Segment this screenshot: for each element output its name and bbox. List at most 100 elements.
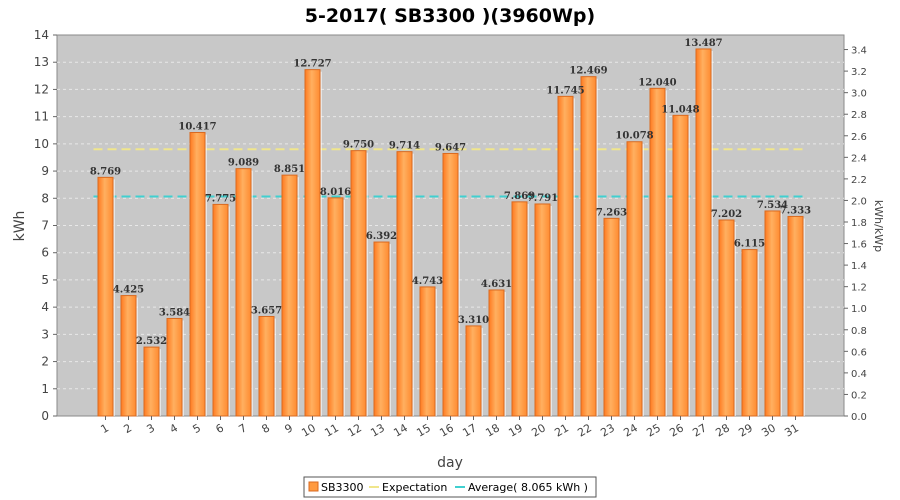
bar-value-label: 7.791 [527,193,558,204]
x-axis: 1 2 3 4 5 6 7 8 9 10 11 12 13 14 15 16 17 18 19 20 21 22 23 24 2… [98,416,801,440]
y-right-tick-label: 0.6 [851,347,867,358]
y-right-tick-label: 2.4 [851,153,867,164]
y-right-tick-label: 2.2 [851,175,867,186]
bar [741,249,758,417]
x-tick-label: 2 [121,421,134,436]
x-tick-label: 19 [506,421,525,439]
bar-labels: 8.769 4.425 2.532 3.584 10.417 7.775 9.089 3.65… [90,38,811,347]
bar [97,176,114,417]
x-tick-label: 22 [575,421,594,439]
bar [350,150,367,417]
x-tick-label: 13 [368,421,387,439]
y-tick-label: 8 [41,191,49,205]
legend-label-bars: SB3300 [321,481,364,494]
bar [534,203,551,417]
bar [672,114,689,417]
bar-value-label: 13.487 [684,38,722,49]
x-tick-label: 21 [552,421,571,439]
bar-value-label: 7.775 [205,193,236,204]
y-right-tick-label: 3.0 [851,89,867,100]
x-tick-label: 16 [437,421,456,439]
x-tick-label: 3 [144,421,157,436]
bar-value-label: 9.089 [228,158,259,169]
y-right-tick-label: 1.8 [851,218,867,229]
y-tick-label: 13 [34,55,49,69]
bar [419,286,436,417]
y-tick-label: 11 [34,110,49,124]
x-tick-label: 24 [621,421,640,439]
bar [764,210,781,417]
y-tick-label: 1 [41,382,49,396]
x-tick-label: 25 [644,421,663,439]
bar [120,295,137,417]
y-tick-label: 6 [41,246,49,260]
x-tick-label: 26 [667,421,686,439]
bar [212,203,229,417]
y-right-tick-label: 2.6 [851,132,867,143]
bar [603,217,620,417]
bar-value-label: 9.750 [343,140,374,151]
y-right-tick-label: 0.2 [851,390,867,401]
y-right-tick-label: 2.8 [851,110,867,121]
y-right-tick-label: 3.4 [851,46,867,57]
bar-value-label: 3.657 [251,305,282,316]
bar [488,289,505,417]
bar [557,95,574,417]
bar [787,215,804,417]
bar-value-label: 7.333 [780,205,811,216]
x-tick-label: 29 [736,421,755,439]
y-right-tick-label: 1.2 [851,283,867,294]
bar-value-label: 11.745 [546,85,584,96]
bar-value-label: 4.631 [481,279,512,290]
bar [166,317,183,417]
x-tick-label: 17 [460,421,479,439]
y-right-tick-label: 0.8 [851,326,867,337]
legend-swatch-bars [308,481,319,492]
bar [511,201,528,417]
chart-title: 5-2017( SB3300 )(3960Wp) [305,5,595,27]
bar-value-label: 10.078 [615,131,653,142]
x-tick-label: 20 [529,421,548,439]
y-right-tick-label: 0.0 [851,412,867,423]
bar [442,152,459,417]
bar-value-label: 10.417 [178,122,216,133]
bar [189,132,206,417]
x-tick-label: 23 [598,421,617,439]
bar-value-label: 12.469 [569,66,607,77]
y-tick-label: 5 [41,273,49,287]
x-tick-label: 11 [322,421,341,439]
y-right-tick-label: 1.0 [851,304,867,315]
x-tick-label: 30 [759,421,778,439]
y-tick-label: 3 [41,327,49,341]
x-tick-label: 18 [483,421,502,439]
bar-value-label: 12.040 [638,77,676,88]
bar-value-label: 8.851 [274,164,305,175]
bar [235,168,252,417]
y-tick-label: 14 [34,28,49,42]
bar-value-label: 4.743 [412,276,443,287]
x-tick-label: 14 [391,421,410,439]
bar [396,151,413,417]
y-tick-label: 10 [34,137,49,151]
x-axis-label: day [437,455,463,471]
bar-value-label: 2.532 [136,336,167,347]
bar [281,174,298,417]
bars [97,48,805,417]
bar-value-label: 7.869 [504,191,535,202]
legend-box [303,476,597,498]
bar-value-label: 9.647 [435,142,466,153]
y-tick-label: 12 [34,82,49,96]
bar [373,241,390,417]
bar [143,346,160,417]
bar-value-label: 8.769 [90,166,121,177]
x-tick-label: 27 [690,421,709,439]
y-right-tick-label: 3.2 [851,67,867,78]
x-tick-label: 8 [259,421,272,436]
bar-value-label: 12.727 [293,59,331,70]
bar-value-label: 9.714 [389,141,420,152]
bar [580,76,597,417]
legend: SB3300 Expectation Average( 8.065 kWh ) [303,476,597,498]
x-tick-label: 15 [414,421,433,439]
y-axis-right-label: kWh/kWp [872,200,885,252]
